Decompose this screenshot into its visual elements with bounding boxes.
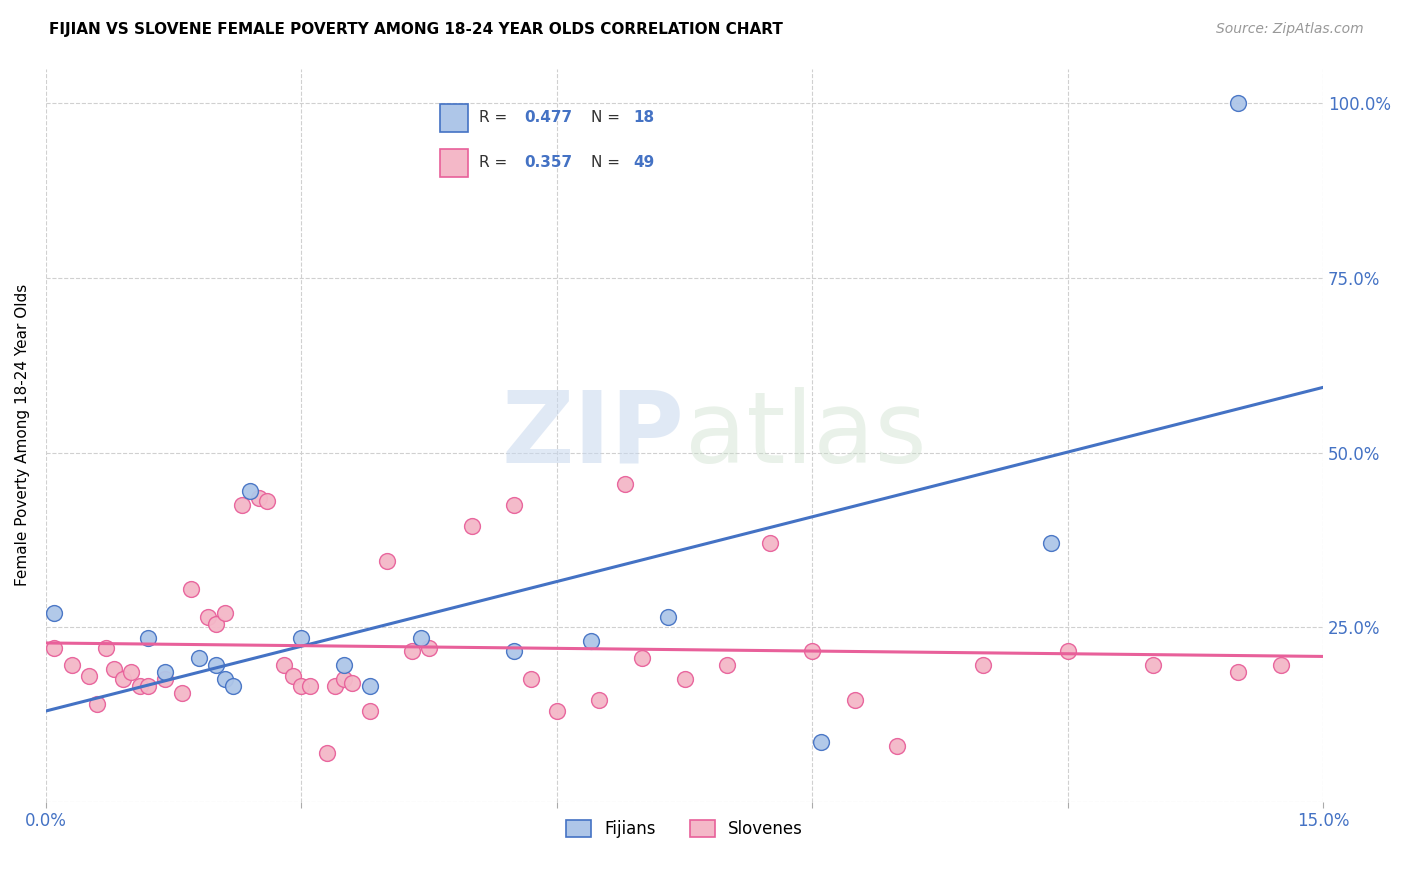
Point	[239, 483, 262, 498]
Point	[231, 498, 253, 512]
Text: atlas: atlas	[685, 386, 927, 483]
Point	[657, 609, 679, 624]
Point	[810, 735, 832, 749]
Point	[579, 634, 602, 648]
Point	[136, 631, 159, 645]
Point	[273, 658, 295, 673]
Point	[1227, 96, 1250, 111]
Point	[409, 631, 432, 645]
Point	[1039, 536, 1062, 550]
Point	[44, 606, 66, 620]
Point	[180, 582, 202, 596]
Point	[333, 658, 356, 673]
Point	[844, 693, 866, 707]
Point	[60, 658, 83, 673]
Point	[77, 669, 100, 683]
Point	[298, 679, 321, 693]
Point	[758, 536, 780, 550]
Point	[256, 494, 278, 508]
Point	[520, 673, 543, 687]
Point	[290, 679, 312, 693]
Point	[342, 676, 364, 690]
Point	[359, 679, 381, 693]
Point	[120, 665, 142, 680]
Point	[673, 673, 696, 687]
Point	[588, 693, 610, 707]
Point	[281, 669, 304, 683]
Point	[359, 704, 381, 718]
Point	[136, 679, 159, 693]
Point	[247, 491, 270, 505]
Point	[214, 606, 236, 620]
Point	[153, 665, 176, 680]
Point	[613, 477, 636, 491]
Point	[111, 673, 134, 687]
Point	[418, 640, 440, 655]
Point	[290, 631, 312, 645]
Point	[1270, 658, 1292, 673]
Point	[197, 609, 219, 624]
Point	[103, 662, 125, 676]
Point	[1227, 665, 1250, 680]
Text: ZIP: ZIP	[502, 386, 685, 483]
Text: FIJIAN VS SLOVENE FEMALE POVERTY AMONG 18-24 YEAR OLDS CORRELATION CHART: FIJIAN VS SLOVENE FEMALE POVERTY AMONG 1…	[49, 22, 783, 37]
Point	[333, 673, 356, 687]
Point	[214, 673, 236, 687]
Y-axis label: Female Poverty Among 18-24 Year Olds: Female Poverty Among 18-24 Year Olds	[15, 284, 30, 586]
Point	[153, 673, 176, 687]
Point	[460, 518, 482, 533]
Point	[316, 746, 339, 760]
Point	[375, 554, 398, 568]
Text: Source: ZipAtlas.com: Source: ZipAtlas.com	[1216, 22, 1364, 37]
Point	[94, 640, 117, 655]
Point	[886, 739, 908, 753]
Point	[631, 651, 654, 665]
Legend: Fijians, Slovenes: Fijians, Slovenes	[560, 813, 810, 845]
Point	[503, 498, 526, 512]
Point	[325, 679, 347, 693]
Point	[188, 651, 211, 665]
Point	[128, 679, 150, 693]
Point	[44, 640, 66, 655]
Point	[1142, 658, 1164, 673]
Point	[222, 679, 245, 693]
Point	[205, 658, 228, 673]
Point	[86, 697, 108, 711]
Point	[401, 644, 423, 658]
Point	[972, 658, 994, 673]
Point	[172, 686, 194, 700]
Point	[1056, 644, 1078, 658]
Point	[546, 704, 568, 718]
Point	[716, 658, 738, 673]
Point	[503, 644, 526, 658]
Point	[801, 644, 824, 658]
Point	[205, 616, 228, 631]
